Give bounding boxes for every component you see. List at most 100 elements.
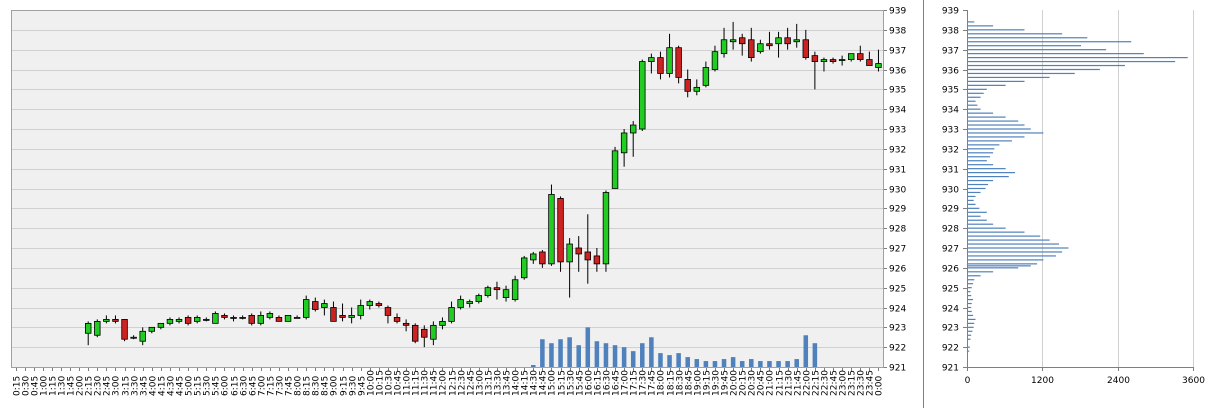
candle-body <box>321 303 328 308</box>
profile-bar <box>968 350 970 352</box>
candle-body <box>557 198 564 263</box>
profile-bar <box>968 53 1144 55</box>
x-tick-label: 2:00 <box>76 376 86 396</box>
candle-body <box>875 63 882 68</box>
x-tick-label: 17:15 <box>630 370 640 396</box>
profile-bar <box>968 318 976 320</box>
candle-body <box>493 287 501 291</box>
x-tick-label: 18:00 <box>657 370 667 396</box>
x-tick-label: 3:45 <box>140 376 150 396</box>
x-tick-label: 0:45 <box>31 376 41 396</box>
x-tick-label: 7:15 <box>267 376 277 396</box>
x-tick-label: 23:45 <box>866 370 876 396</box>
candle-body <box>838 59 846 61</box>
profile-bar <box>968 92 984 94</box>
x-tick-label: 14:00 <box>512 370 522 396</box>
x-tick-label: 11:30 <box>421 370 431 396</box>
y-tick-label: 927 <box>889 245 906 255</box>
profile-bar <box>968 88 987 90</box>
profile-bar <box>968 271 994 273</box>
volume-bar <box>612 345 618 367</box>
candle-body <box>221 315 228 318</box>
candle-body <box>693 86 701 92</box>
volume-bar <box>531 365 536 367</box>
x-tick-label: 16:00 <box>585 370 595 396</box>
profile-y-tick-label: 933 <box>942 126 959 136</box>
profile-bar <box>968 148 995 150</box>
y-tick-label: 926 <box>889 265 906 275</box>
volume-bar <box>594 341 600 367</box>
y-tick-label: 923 <box>889 324 906 334</box>
profile-bar <box>968 116 1006 118</box>
candle-body <box>539 251 546 265</box>
x-tick-label: 17:00 <box>621 370 631 396</box>
profile-bar <box>968 96 981 98</box>
profile-x-tick-label: 3600 <box>1182 376 1205 386</box>
x-tick-label: 13:45 <box>503 370 513 396</box>
candle-body <box>148 326 156 332</box>
candle-body <box>502 289 510 298</box>
x-tick-label: 9:15 <box>340 376 350 396</box>
candle-body <box>720 39 728 55</box>
y-tick-label: 936 <box>889 67 906 77</box>
profile-bar <box>968 29 1025 31</box>
y-tick-label: 934 <box>889 106 906 116</box>
y-tick-label: 937 <box>889 47 906 57</box>
profile-bar <box>968 64 1125 67</box>
candle-body <box>166 318 174 324</box>
candle-body <box>339 315 346 318</box>
candle-body <box>648 57 655 62</box>
candle-body <box>84 322 92 334</box>
profile-y-tick-label: 937 <box>942 47 959 57</box>
candle-body <box>402 322 410 326</box>
y-tick-label: 929 <box>889 205 906 215</box>
profile-bar <box>968 37 1088 39</box>
profile-bar <box>968 176 1009 178</box>
x-tick-label: 0:00 <box>875 376 885 396</box>
x-tick-label: 14:15 <box>521 370 531 396</box>
profile-bar <box>968 128 1031 130</box>
x-tick-label: 23:00 <box>839 370 849 396</box>
profile-bar <box>968 179 994 182</box>
y-tick-label: 922 <box>889 344 906 354</box>
volume-bar <box>703 361 709 367</box>
y-tick-label: 939 <box>889 7 906 17</box>
profile-bar <box>968 219 987 221</box>
x-tick-label: 7:45 <box>285 376 295 396</box>
candle-body <box>139 330 146 342</box>
volume-bar <box>549 343 554 367</box>
profile-bar <box>968 57 1188 59</box>
x-tick-label: 5:00 <box>185 376 195 396</box>
profile-bar <box>968 132 1044 134</box>
candle-body <box>239 317 246 319</box>
candle-body <box>829 59 837 62</box>
candle-body <box>584 251 592 261</box>
profile-bar <box>968 156 990 158</box>
profile-bar <box>968 310 972 313</box>
x-tick-label: 20:45 <box>757 370 767 396</box>
x-tick-label: 10:45 <box>394 370 404 396</box>
x-tick-label: 2:45 <box>103 376 113 396</box>
volume-bar <box>712 361 718 367</box>
volume-bar <box>667 355 672 367</box>
profile-bar <box>968 195 976 198</box>
profile-y-tick-label: 931 <box>942 166 959 176</box>
x-tick-label: 22:45 <box>830 370 840 396</box>
x-tick-label: 1:00 <box>40 376 50 396</box>
candle-body <box>157 322 165 328</box>
profile-bar <box>968 287 972 289</box>
profile-y-tick-label: 930 <box>942 186 959 196</box>
profile-y-tick-label: 939 <box>942 7 959 17</box>
y-tick-label: 921 <box>889 364 906 374</box>
profile-bar <box>968 283 974 285</box>
profile-bar <box>968 191 981 194</box>
profile-bar <box>968 215 981 217</box>
volume-bar <box>758 361 763 367</box>
profile-bar <box>968 306 972 309</box>
x-tick-label: 16:45 <box>612 370 622 396</box>
x-tick-label: 22:15 <box>812 370 822 396</box>
candle-body <box>484 287 492 296</box>
profile-bar <box>968 326 974 328</box>
candle-body <box>530 253 537 261</box>
